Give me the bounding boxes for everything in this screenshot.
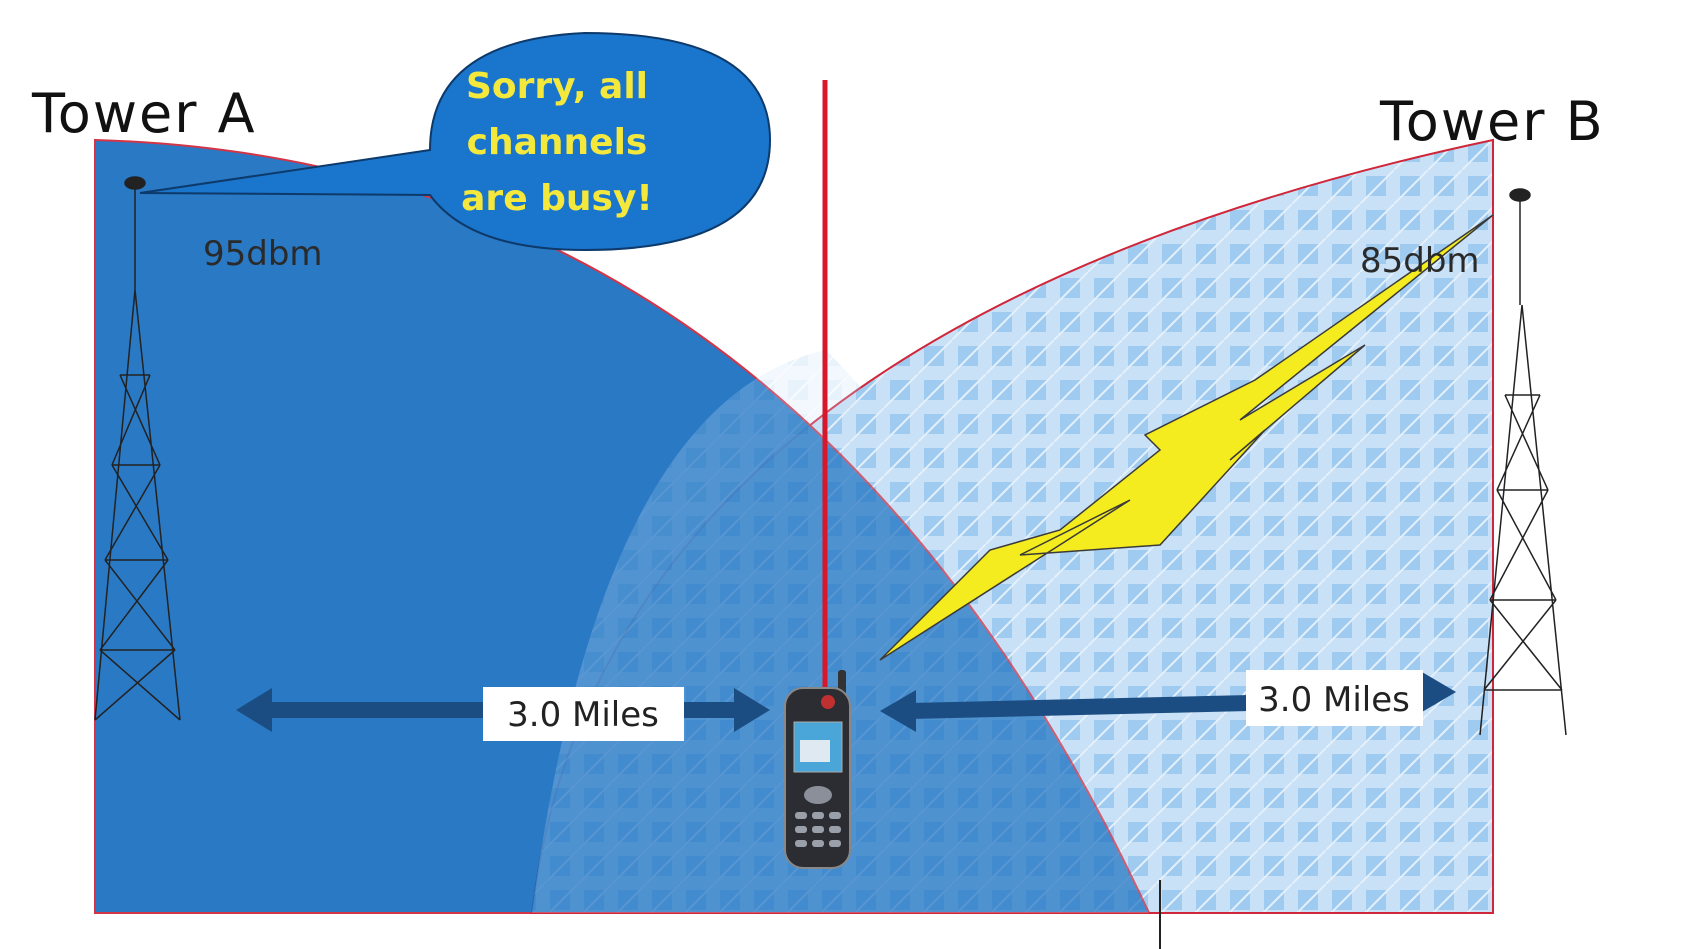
phone	[785, 670, 850, 868]
bubble-line: channels	[467, 122, 648, 163]
bubble-line: are busy!	[461, 178, 653, 219]
page: {"towers": [ {"label": "Tower A", "signa…	[0, 0, 1683, 949]
tower-label: Tower A	[31, 82, 257, 145]
distance-label: 3.0 Miles	[507, 695, 659, 735]
diagram: Sorry, all channels are busy! Tower A To…	[0, 0, 1683, 949]
bubble-line: Sorry, all	[466, 66, 648, 107]
signal-strength: 95dbm	[203, 234, 323, 274]
signal-strength: 85dbm	[1360, 241, 1480, 281]
tower-label: Tower B	[1379, 90, 1605, 153]
distance-label: 3.0 Miles	[1258, 680, 1410, 720]
